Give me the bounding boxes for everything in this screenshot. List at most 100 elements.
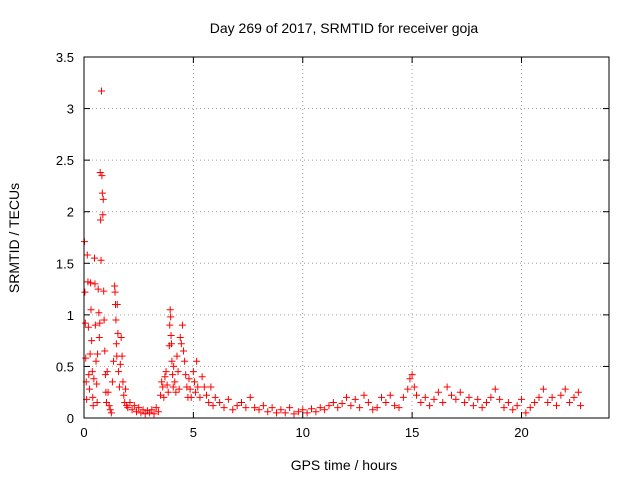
data-point [343,393,350,401]
data-point [175,385,183,393]
data-point [242,404,250,412]
data-point [478,404,486,412]
data-point [124,404,132,412]
data-point [356,404,364,412]
data-point [113,301,121,309]
data-point [83,251,91,259]
data-point [338,400,346,408]
data-point [386,391,394,399]
data-point [391,402,399,410]
data-point [94,285,102,293]
data-point [148,406,156,414]
data-point [535,393,543,401]
x-tick-label: 5 [190,425,197,440]
data-point [518,395,525,403]
data-point [316,404,324,412]
data-point [99,211,107,219]
data-point [500,404,508,412]
data-point [81,319,89,327]
data-point [351,395,359,403]
data-point [88,337,96,345]
data-point [100,316,108,324]
data-point [207,383,215,391]
y-tick-label: 1 [67,308,74,323]
data-point [122,385,130,393]
data-point [211,393,219,401]
data-point [404,385,412,393]
data-point [557,391,565,399]
data-point [229,406,237,414]
data-point [168,340,175,348]
data-point [456,388,464,396]
data-point [110,357,118,365]
data-point [190,378,198,386]
data-point [88,368,96,376]
data-point [108,378,116,386]
data-point [98,189,106,197]
data-point [126,399,134,407]
data-point [93,380,101,388]
data-point [395,404,403,412]
data-point [163,381,171,389]
y-tick-label: 0.5 [56,359,74,374]
data-point [150,410,158,418]
data-point [152,404,160,412]
y-tick-label: 3.5 [56,50,74,65]
data-point [112,316,120,324]
data-point [439,399,447,407]
x-axis-title: GPS time / hours [291,457,398,473]
plot-frame [83,56,610,419]
data-point [120,391,128,399]
data-point [166,306,174,314]
data-point [170,362,178,370]
data-point [91,321,99,329]
data-point [95,309,103,317]
data-point [186,385,194,393]
data-point [119,378,127,386]
data-point [98,87,105,95]
data-point [182,371,190,379]
data-point [82,354,90,362]
data-point [101,347,109,355]
data-point [421,393,429,401]
data-point [513,402,521,410]
x-tick-label: 20 [514,425,528,440]
data-point [382,399,390,407]
data-point [171,378,179,386]
data-point [189,368,197,376]
data-point [167,331,175,339]
x-tick-label: 15 [405,425,419,440]
data-point [378,393,385,401]
data-point [154,408,162,416]
data-point [491,385,499,393]
data-point [203,391,210,399]
data-point [308,405,315,413]
data-point [531,399,539,407]
data-point [452,395,460,403]
data-point [509,406,517,414]
data-point [200,383,208,391]
data-point [277,406,285,414]
data-point [461,399,469,407]
data-point [496,395,504,403]
data-point [329,399,337,407]
data-point [259,402,267,410]
data-point [574,388,582,396]
data-point [553,402,560,410]
data-point [321,406,329,414]
data-point [548,393,556,401]
data-point [130,402,138,410]
y-tick-label: 1.5 [56,256,74,271]
data-point [99,195,107,203]
data-point [91,254,98,262]
data-point [399,393,407,401]
data-point [172,388,180,396]
data-point [118,352,126,360]
data-point [103,368,111,376]
data-point [251,404,259,412]
data-point [94,350,102,358]
data-point [180,347,188,355]
data-point [139,406,147,414]
data-point [238,399,245,407]
data-point [135,404,143,412]
